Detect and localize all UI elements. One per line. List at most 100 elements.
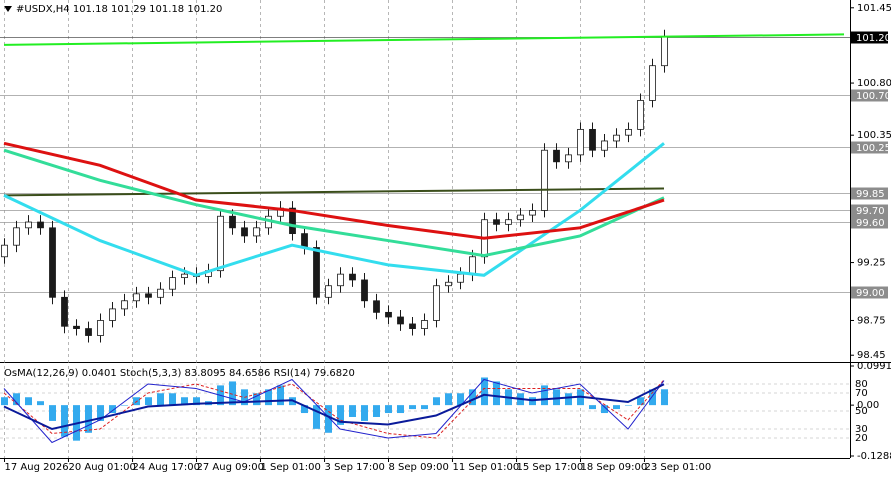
y-tick-label: 100.35 [857,130,891,141]
histogram-bar [661,389,668,406]
candle-body [529,210,536,216]
level-box [851,204,888,217]
candle-body [301,233,308,248]
candle-body [553,149,560,163]
y-tick-label: 0.0991 [857,361,891,372]
histogram-bar [613,405,620,410]
histogram-bar [361,405,368,421]
candle-body [409,323,416,329]
candle-body [397,316,404,325]
candle-body [613,134,620,142]
candle-body [25,221,32,229]
moving-average [3,33,845,46]
menu-arrow[interactable] [4,6,12,12]
level-label: 100.70 [856,91,891,102]
y-tick-label: 0.00 [857,400,879,411]
candle-body [1,244,8,258]
candle-body [649,65,656,101]
y-tick-label: 98.45 [857,350,886,361]
y2-tick-label: 50 [855,406,868,417]
histogram-bar [349,405,356,417]
histogram-bar [37,401,44,406]
candle-body [505,219,512,225]
candle-body [229,215,236,229]
candle-body [61,296,68,327]
x-tick-label: 27 Aug 09:00 [197,462,264,473]
candle-body [661,36,668,67]
x-tick-label: 23 Sep 01:00 [644,462,711,473]
histogram-bar [301,405,308,414]
y-tick-label: 98.75 [857,315,886,326]
y2-tick-label: 30 [855,424,868,435]
candle-body [565,154,572,163]
candle-body [493,219,500,225]
level-label: 99.70 [856,206,885,217]
histogram-bar [529,397,536,406]
histogram-bar [181,397,188,406]
histogram-bar [85,405,92,433]
histogram-bar [409,405,416,410]
histogram-bar [637,397,644,406]
candle-body [217,215,224,272]
histogram-bar [97,405,104,421]
histogram-bar [373,405,380,417]
histogram-bar [145,397,152,406]
histogram-bar [457,393,464,406]
level-box [851,89,888,102]
histogram-bar [601,405,608,414]
candle-body [109,308,116,321]
histogram-bar [61,405,68,437]
candle-body [253,227,260,237]
histogram-bar [313,405,320,429]
histogram-bar [397,405,404,414]
y2-tick-label: 70 [855,388,868,399]
candle-body [85,328,92,336]
histogram-bar [49,405,56,421]
candle-body [289,207,296,235]
chart-title: #USDX,H4 101.18 101.29 101.18 101.20 [16,4,222,15]
candle-body [133,293,140,302]
histogram-bar [253,393,260,406]
histogram-bar [109,405,116,414]
level-box [851,286,888,299]
histogram-bar [589,405,596,410]
candle-body [325,285,332,298]
candle-body [541,149,548,211]
candle-body [37,221,44,229]
y-tick-label: 100.80 [857,78,891,89]
x-tick-label: 18 Sep 09:00 [581,462,648,473]
indicator-title: OsMA(12,26,9) 0.0401 Stoch(5,3,3) 83.809… [4,368,355,379]
candle-body [349,273,356,281]
x-tick-label: 24 Aug 17:00 [133,462,200,473]
moving-average [3,141,665,240]
candle-body [457,273,464,283]
candle-body [337,273,344,287]
histogram-bar [337,405,344,425]
histogram-bar [25,397,32,406]
histogram-bar [421,405,428,410]
candle-body [157,288,164,298]
candle-body [589,128,596,151]
indicator-line [3,378,665,444]
histogram-bar [385,405,392,414]
histogram-bar [265,389,272,406]
candle-body [313,247,320,298]
candle-body [385,311,392,318]
x-tick-label: 8 Sep 09:00 [389,462,449,473]
histogram-bar [433,397,440,406]
level-box [851,216,888,229]
histogram-bar [445,393,452,406]
histogram-bar [565,393,572,406]
histogram-bar [541,385,548,406]
histogram-bar [1,397,8,406]
moving-average [3,187,665,197]
histogram-bar [229,381,236,406]
candle-body [121,300,128,310]
histogram-bar [121,405,128,406]
y2-tick-label: 80 [855,379,868,390]
moving-average [3,142,665,277]
candle-body [469,256,476,275]
